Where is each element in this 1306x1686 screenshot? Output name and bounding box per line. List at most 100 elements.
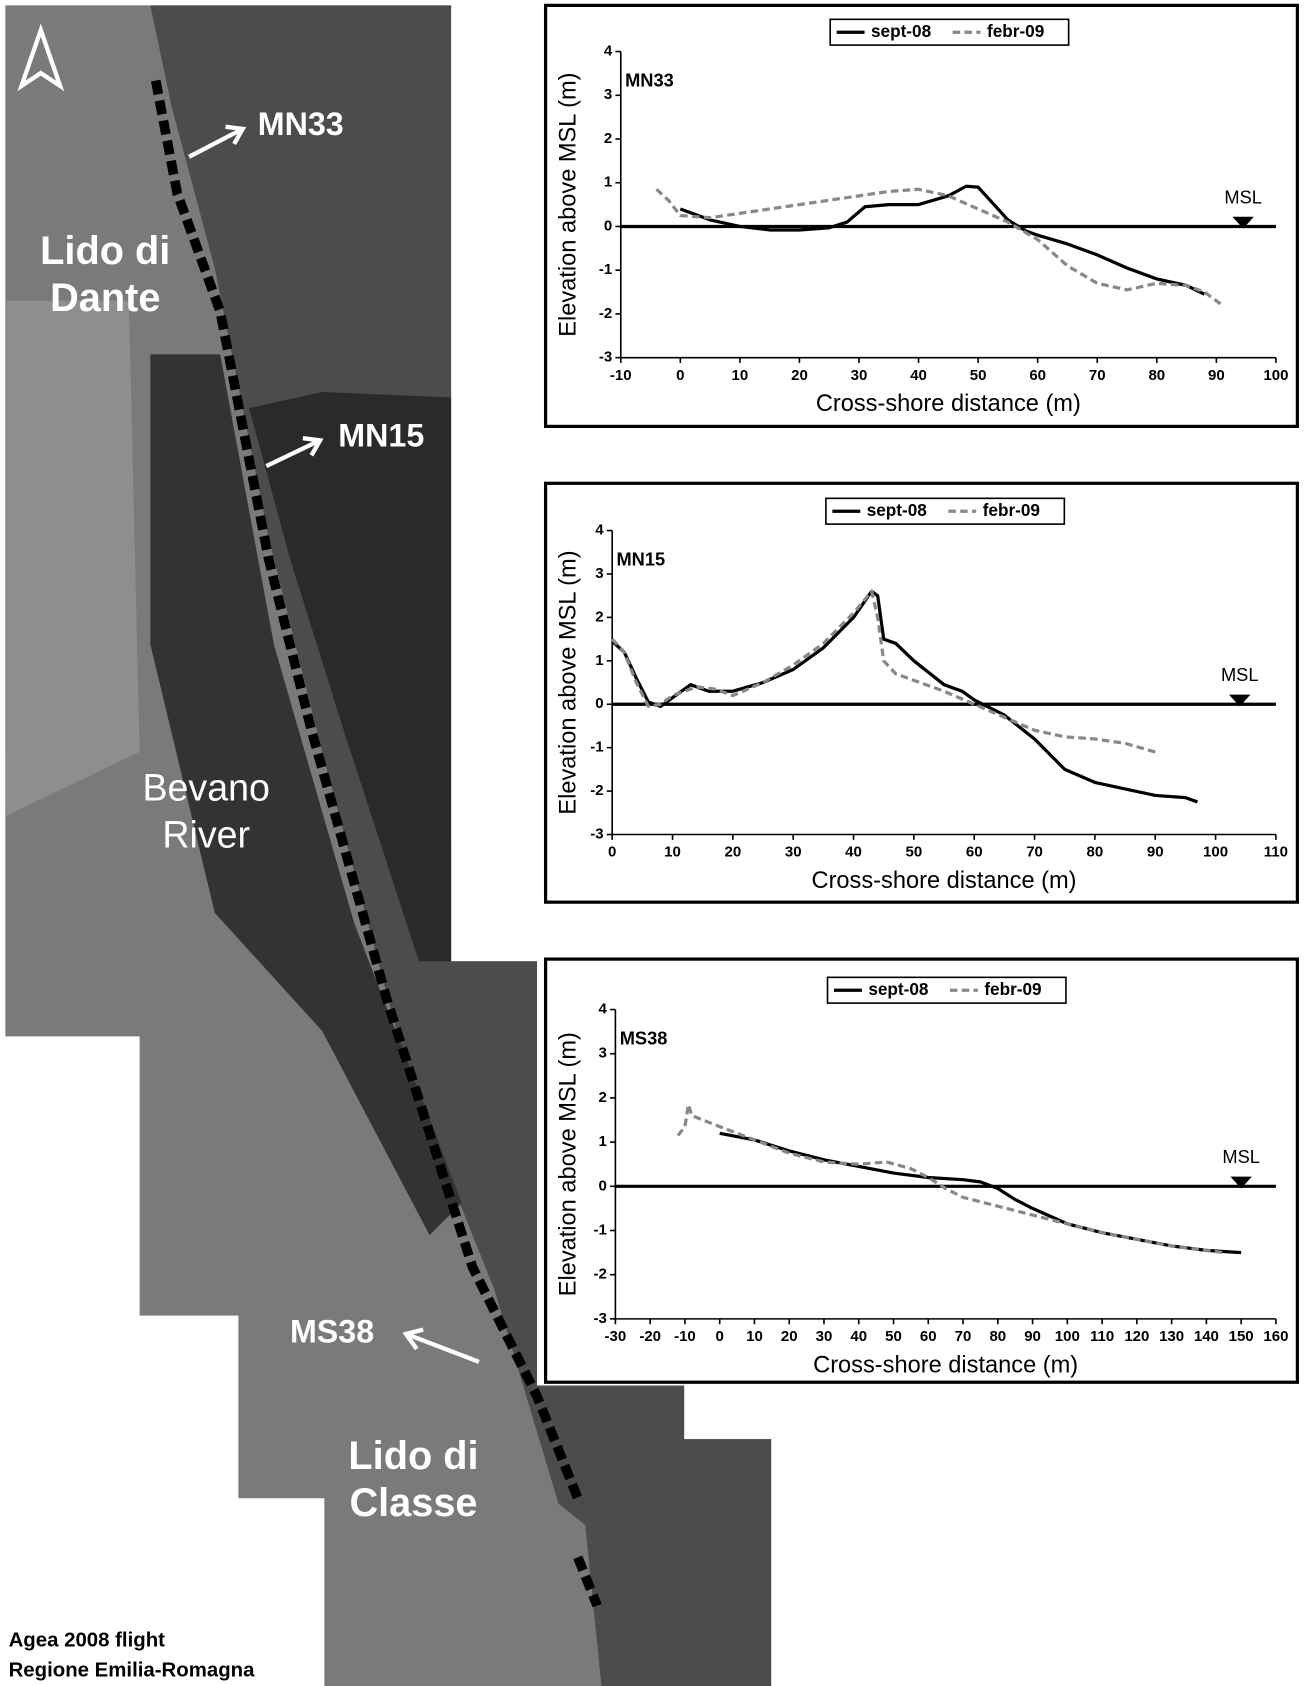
x-tick-label: 40 <box>910 367 927 384</box>
map-credit: Regione Emilia-Romagna <box>9 1660 256 1682</box>
map-label: Dante <box>50 276 160 320</box>
y-axis-label: Elevation above MSL (m) <box>555 550 581 814</box>
y-tick-label: 4 <box>598 1001 607 1018</box>
x-tick-label: 80 <box>1087 844 1104 861</box>
chart-frame <box>543 957 1300 1384</box>
x-tick-label: 50 <box>970 367 987 384</box>
x-tick-label: 70 <box>1026 844 1043 861</box>
x-tick-label: 0 <box>716 1328 724 1345</box>
x-tick-label: 90 <box>1147 844 1164 861</box>
x-axis-label: Cross-shore distance (m) <box>816 391 1081 417</box>
series-line <box>676 1102 1224 1255</box>
pine-forest <box>150 354 462 1236</box>
legend-label: febr-09 <box>987 21 1044 41</box>
series-line <box>611 589 1199 804</box>
x-tick-label: 160 <box>1263 1328 1288 1345</box>
chart-frame <box>543 481 1300 904</box>
legend-label: sept-08 <box>871 21 932 41</box>
y-tick-label: 3 <box>595 565 603 582</box>
fields <box>5 300 140 817</box>
y-tick-label: 4 <box>604 43 613 60</box>
map-label: Classe <box>349 1481 477 1525</box>
x-axis-label: Cross-shore distance (m) <box>812 868 1077 894</box>
dark-sea <box>249 392 452 962</box>
credit-bg <box>0 1619 323 1686</box>
y-tick-label: -1 <box>593 1221 606 1238</box>
map-label: MN15 <box>338 418 424 454</box>
x-tick-label: 50 <box>885 1328 902 1345</box>
x-tick-label: 20 <box>781 1328 798 1345</box>
x-tick-label: 110 <box>1090 1328 1114 1345</box>
legend-label: febr-09 <box>983 500 1040 520</box>
x-tick-label: 100 <box>1263 367 1288 384</box>
msl-marker <box>1232 216 1254 229</box>
x-tick-label: 110 <box>1264 844 1288 861</box>
msl-marker <box>1230 1176 1252 1189</box>
legend-label: febr-09 <box>984 979 1041 999</box>
x-tick-label: 100 <box>1055 1328 1080 1345</box>
x-tick-label: 10 <box>664 844 681 861</box>
x-tick-label: 40 <box>845 844 862 861</box>
x-tick-label: 60 <box>920 1328 937 1345</box>
survey-line-end <box>573 1555 602 1608</box>
chart-label: MS38 <box>620 1027 668 1048</box>
y-axis-label: Elevation above MSL (m) <box>555 1032 581 1296</box>
x-tick-label: 10 <box>746 1328 763 1345</box>
y-tick-label: -1 <box>590 739 603 756</box>
x-tick-label: 70 <box>955 1328 972 1345</box>
x-tick-label: -30 <box>605 1328 627 1345</box>
legend-label: sept-08 <box>867 500 928 520</box>
y-tick-label: 1 <box>595 652 603 669</box>
y-tick-label: 4 <box>595 522 604 539</box>
y-tick-label: 2 <box>604 130 612 147</box>
annotation: MSL <box>1224 186 1262 207</box>
x-tick-label: 0 <box>608 844 616 861</box>
series-line <box>655 187 1224 307</box>
x-tick-label: -10 <box>610 367 632 384</box>
y-tick-label: -2 <box>590 782 603 799</box>
map-label: Lido di <box>348 1434 478 1478</box>
map-label: MS38 <box>290 1313 374 1349</box>
x-tick-label: 40 <box>850 1328 867 1345</box>
x-tick-label: 30 <box>851 367 868 384</box>
map-label: Bevano <box>142 766 269 808</box>
y-tick-label: 3 <box>604 86 612 103</box>
map-label: Lido di <box>40 229 170 273</box>
x-tick-label: -20 <box>639 1328 661 1345</box>
annotation: MSL <box>1221 664 1259 685</box>
x-tick-label: 0 <box>676 367 684 384</box>
x-tick-label: 30 <box>816 1328 833 1345</box>
y-tick-label: -1 <box>599 261 612 278</box>
x-tick-label: 140 <box>1194 1328 1219 1345</box>
x-tick-label: 80 <box>1148 367 1165 384</box>
arrows <box>188 124 480 1364</box>
legend-box <box>825 497 1066 525</box>
series-line <box>719 1131 1242 1255</box>
aerial-map <box>0 5 772 1686</box>
y-tick-label: 2 <box>598 1089 606 1106</box>
map-label: MN33 <box>258 106 344 142</box>
x-tick-label: 130 <box>1159 1328 1184 1345</box>
y-tick-label: -2 <box>593 1266 606 1283</box>
arrow <box>188 124 247 159</box>
arrow <box>265 436 324 469</box>
msl-marker <box>1228 694 1251 707</box>
x-tick-label: 70 <box>1089 367 1106 384</box>
y-tick-label: -3 <box>590 825 603 842</box>
series-line <box>679 184 1206 296</box>
y-tick-label: 1 <box>604 174 612 191</box>
chart-frame <box>543 3 1300 428</box>
x-tick-label: 30 <box>785 844 802 861</box>
legend-box <box>829 18 1070 46</box>
y-tick-label: -3 <box>593 1310 606 1327</box>
y-tick-label: 3 <box>598 1045 606 1062</box>
annotation: MSL <box>1222 1146 1260 1167</box>
y-tick-label: 1 <box>598 1133 606 1150</box>
chart-label: MN15 <box>616 548 665 569</box>
y-tick-label: -2 <box>599 305 612 322</box>
x-tick-label: 90 <box>1024 1328 1041 1345</box>
